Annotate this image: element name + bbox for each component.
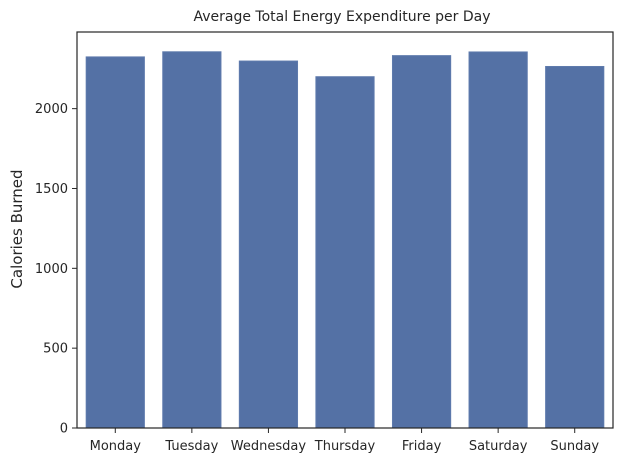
bar-sunday: [545, 65, 605, 429]
bar-thursday: [315, 76, 375, 429]
y-tick-label: 0: [60, 422, 68, 437]
bars-layer: [85, 51, 605, 429]
y-tick-label: 500: [43, 342, 68, 357]
x-tick-label-friday: Friday: [402, 439, 442, 454]
plot-frame: [76, 31, 614, 429]
x-tick-label-monday: Monday: [90, 439, 142, 454]
y-axis-title: Calories Burned: [8, 169, 26, 288]
x-tick-label-saturday: Saturday: [469, 439, 528, 454]
y-tick-label: 1000: [35, 262, 68, 277]
axes-layer: Monday Tuesday Wednesday Thursday Friday Satu…: [35, 31, 614, 454]
x-tick-label-wednesday: Wednesday: [231, 439, 307, 454]
bar-tuesday: [162, 51, 222, 429]
chart-title: Average Total Energy Expenditure per Day: [193, 9, 490, 25]
bar-monday: [85, 56, 145, 429]
bar-saturday: [468, 51, 528, 429]
y-tick-label: 1500: [35, 182, 68, 197]
y-tick-label: 2000: [35, 102, 68, 117]
bar-friday: [391, 55, 452, 429]
x-tick-label-sunday: Sunday: [550, 439, 599, 454]
bar-wednesday: [238, 60, 299, 429]
x-tick-label-tuesday: Tuesday: [164, 439, 218, 454]
x-tick-label-thursday: Thursday: [314, 439, 376, 454]
